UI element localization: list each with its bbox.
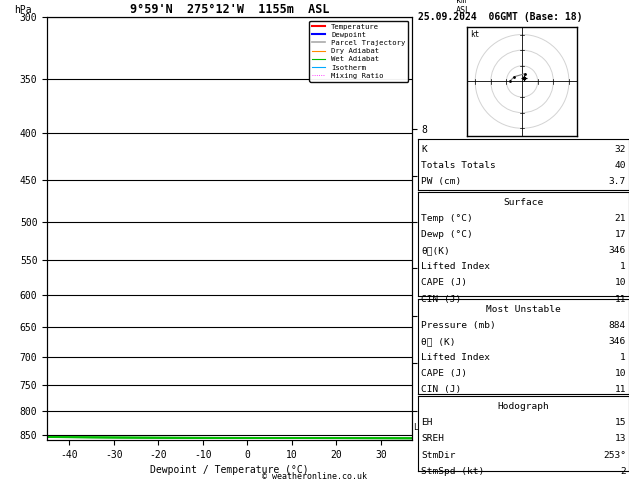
- Text: 15: 15: [615, 418, 626, 428]
- Text: © weatheronline.co.uk: © weatheronline.co.uk: [262, 472, 367, 481]
- Text: Most Unstable: Most Unstable: [486, 305, 561, 314]
- Text: 1: 1: [620, 262, 626, 272]
- Text: SREH: SREH: [421, 434, 445, 444]
- Text: 21: 21: [615, 214, 626, 224]
- Text: CIN (J): CIN (J): [421, 385, 462, 395]
- Text: 40: 40: [615, 161, 626, 170]
- Text: Lifted Index: Lifted Index: [421, 353, 491, 363]
- Text: 253°: 253°: [603, 451, 626, 460]
- Text: Lifted Index: Lifted Index: [421, 262, 491, 272]
- Text: 2: 2: [620, 467, 626, 476]
- Text: 10: 10: [615, 369, 626, 379]
- Y-axis label: Mixing Ratio (g/kg): Mixing Ratio (g/kg): [430, 173, 440, 284]
- Text: kt: kt: [470, 30, 480, 39]
- Text: CAPE (J): CAPE (J): [421, 369, 467, 379]
- X-axis label: Dewpoint / Temperature (°C): Dewpoint / Temperature (°C): [150, 465, 309, 475]
- Text: Surface: Surface: [504, 198, 543, 208]
- Text: StmSpd (kt): StmSpd (kt): [421, 467, 485, 476]
- Title: 9°59'N  275°12'W  1155m  ASL: 9°59'N 275°12'W 1155m ASL: [130, 3, 330, 16]
- Text: StmDir: StmDir: [421, 451, 456, 460]
- Text: Hodograph: Hodograph: [498, 402, 550, 412]
- Text: Temp (°C): Temp (°C): [421, 214, 473, 224]
- Text: 3.7: 3.7: [609, 177, 626, 186]
- Text: hPa: hPa: [14, 5, 32, 15]
- Text: EH: EH: [421, 418, 433, 428]
- Text: 1: 1: [620, 353, 626, 363]
- Text: 32: 32: [615, 145, 626, 154]
- Text: 11: 11: [615, 385, 626, 395]
- Text: Dewp (°C): Dewp (°C): [421, 230, 473, 240]
- Text: km
ASL: km ASL: [456, 0, 470, 15]
- Text: 10: 10: [615, 278, 626, 288]
- Text: 346: 346: [609, 246, 626, 256]
- Text: LCL: LCL: [413, 422, 428, 432]
- Text: 17: 17: [615, 230, 626, 240]
- Text: θᴄ (K): θᴄ (K): [421, 337, 456, 347]
- Text: 25.09.2024  06GMT (Base: 18): 25.09.2024 06GMT (Base: 18): [418, 12, 583, 22]
- Text: θᴄ(K): θᴄ(K): [421, 246, 450, 256]
- Text: K: K: [421, 145, 427, 154]
- Text: 13: 13: [615, 434, 626, 444]
- Text: PW (cm): PW (cm): [421, 177, 462, 186]
- Text: 884: 884: [609, 321, 626, 330]
- Text: CIN (J): CIN (J): [421, 295, 462, 304]
- Text: 346: 346: [609, 337, 626, 347]
- Text: Totals Totals: Totals Totals: [421, 161, 496, 170]
- Text: CAPE (J): CAPE (J): [421, 278, 467, 288]
- Text: 11: 11: [615, 295, 626, 304]
- Legend: Temperature, Dewpoint, Parcel Trajectory, Dry Adiabat, Wet Adiabat, Isotherm, Mi: Temperature, Dewpoint, Parcel Trajectory…: [309, 20, 408, 82]
- Text: Pressure (mb): Pressure (mb): [421, 321, 496, 330]
